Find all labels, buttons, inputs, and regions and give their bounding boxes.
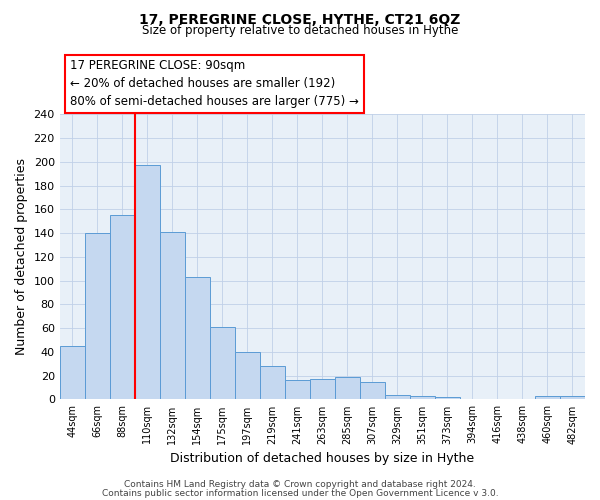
Text: 17 PEREGRINE CLOSE: 90sqm
← 20% of detached houses are smaller (192)
80% of semi: 17 PEREGRINE CLOSE: 90sqm ← 20% of detac… bbox=[70, 60, 359, 108]
Text: Size of property relative to detached houses in Hythe: Size of property relative to detached ho… bbox=[142, 24, 458, 37]
Bar bbox=[285, 380, 310, 400]
Bar bbox=[535, 396, 560, 400]
Bar bbox=[160, 232, 185, 400]
Bar bbox=[210, 327, 235, 400]
Y-axis label: Number of detached properties: Number of detached properties bbox=[15, 158, 28, 356]
Bar bbox=[360, 382, 385, 400]
Bar bbox=[185, 277, 210, 400]
Bar bbox=[59, 346, 85, 400]
Bar bbox=[135, 166, 160, 400]
Bar bbox=[385, 394, 410, 400]
Bar bbox=[435, 397, 460, 400]
Text: Contains HM Land Registry data © Crown copyright and database right 2024.: Contains HM Land Registry data © Crown c… bbox=[124, 480, 476, 489]
Bar bbox=[110, 215, 135, 400]
Bar bbox=[410, 396, 435, 400]
Bar bbox=[235, 352, 260, 400]
Bar bbox=[85, 233, 110, 400]
X-axis label: Distribution of detached houses by size in Hythe: Distribution of detached houses by size … bbox=[170, 452, 475, 465]
Bar bbox=[310, 379, 335, 400]
Bar bbox=[260, 366, 285, 400]
Bar bbox=[560, 396, 585, 400]
Text: Contains public sector information licensed under the Open Government Licence v : Contains public sector information licen… bbox=[101, 488, 499, 498]
Bar bbox=[335, 377, 360, 400]
Text: 17, PEREGRINE CLOSE, HYTHE, CT21 6QZ: 17, PEREGRINE CLOSE, HYTHE, CT21 6QZ bbox=[139, 12, 461, 26]
